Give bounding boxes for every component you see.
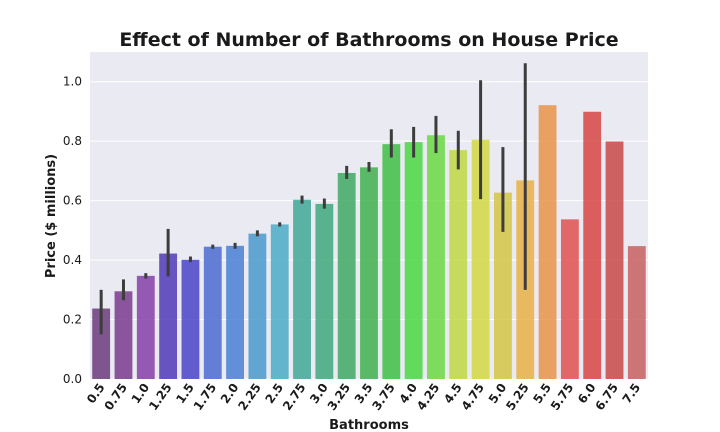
x-tick-label: 6.75 <box>593 381 621 413</box>
x-tick-label: 1.25 <box>146 381 174 413</box>
y-tick-label: 1.0 <box>63 75 82 89</box>
x-tick-label: 4.75 <box>459 381 487 413</box>
bar <box>270 224 289 379</box>
y-tick-label: 0.6 <box>63 194 82 208</box>
x-axis-label: Bathrooms <box>329 418 409 432</box>
bar <box>404 142 423 379</box>
x-tick-label: 1.75 <box>191 381 219 413</box>
bars <box>92 105 646 379</box>
bar <box>449 150 468 379</box>
bar <box>203 246 222 379</box>
x-tick-label: 5.75 <box>548 381 576 413</box>
y-tick-label: 0.4 <box>63 253 82 267</box>
bar <box>114 291 133 379</box>
y-axis-label: Price ($ millions) <box>44 154 59 278</box>
x-tick-label: 7.5 <box>620 381 644 406</box>
x-tick-label: 3.75 <box>369 381 397 413</box>
bar <box>538 105 557 379</box>
bar <box>560 219 579 379</box>
bar <box>382 144 401 379</box>
x-axis-ticks: 0.50.751.01.251.51.752.02.252.52.753.03.… <box>84 381 643 413</box>
bar <box>627 246 646 379</box>
x-tick-label: 0.75 <box>101 381 129 413</box>
x-tick-label: 2.25 <box>235 381 263 413</box>
bar <box>471 139 490 379</box>
bar <box>92 308 111 379</box>
bar <box>248 233 267 379</box>
bar <box>136 275 155 379</box>
bar <box>181 259 200 379</box>
y-tick-label: 0.8 <box>63 134 82 148</box>
x-tick-label: 5.25 <box>503 381 531 413</box>
bar <box>605 141 624 379</box>
bar <box>293 199 311 379</box>
bar <box>159 253 178 379</box>
x-tick-label: 2.75 <box>280 381 308 413</box>
y-tick-label: 0.0 <box>63 372 82 386</box>
y-axis-ticks: 0.0 0.2 0.4 0.6 0.8 1.0 <box>63 75 82 386</box>
bar <box>427 135 445 379</box>
bar <box>226 245 245 379</box>
bar <box>583 111 602 379</box>
bar <box>337 172 356 379</box>
bar <box>360 167 378 379</box>
error-bars <box>99 63 527 335</box>
x-tick-label: 3.25 <box>325 381 353 413</box>
bar <box>493 192 512 379</box>
bar <box>315 203 334 379</box>
y-tick-label: 0.2 <box>63 313 82 327</box>
chart-title: Effect of Number of Bathrooms on House P… <box>119 29 618 51</box>
x-tick-label: 4.25 <box>414 381 442 413</box>
